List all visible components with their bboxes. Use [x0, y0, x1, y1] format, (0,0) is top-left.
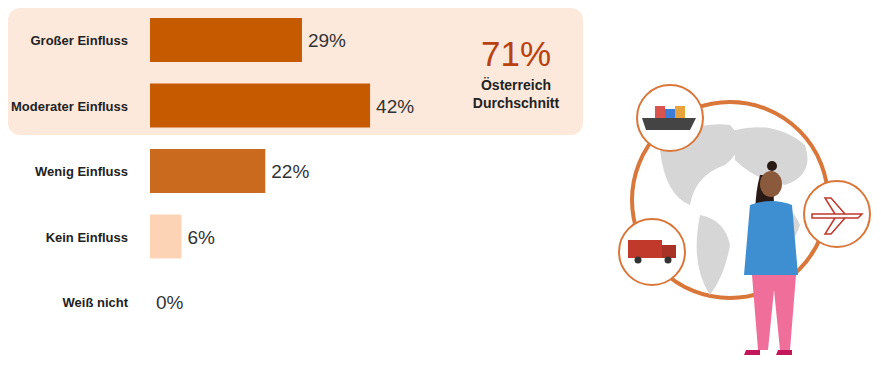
- head: [760, 171, 782, 197]
- category-label: Wenig Einfluss: [35, 164, 128, 179]
- icon-badge: [637, 85, 703, 151]
- annotation-value: 71%: [481, 34, 551, 73]
- wheel: [635, 257, 642, 264]
- category-label: Kein Einfluss: [46, 230, 128, 245]
- continent: [697, 215, 730, 295]
- hair-bun: [767, 161, 777, 171]
- jacket: [744, 201, 798, 275]
- truck-cab: [662, 245, 676, 258]
- illustration: [619, 85, 870, 355]
- data-label: 6%: [187, 227, 215, 248]
- plane: [812, 198, 862, 234]
- bars: [150, 18, 370, 259]
- trousers: [752, 275, 796, 350]
- container: [655, 106, 665, 118]
- annotation-text: Durchschnitt: [473, 95, 560, 111]
- highlight-band: [8, 8, 583, 135]
- container: [665, 109, 675, 118]
- bar: [150, 280, 151, 324]
- data-label: 22%: [271, 161, 309, 182]
- container: [675, 106, 685, 118]
- annotation-text: Österreich: [481, 77, 551, 93]
- chart-container: Großer Einfluss 29% Moderater Einfluss 42% W…: [0, 0, 881, 372]
- data-label: 29%: [308, 30, 346, 51]
- category-label: Weiß nicht: [63, 295, 129, 310]
- data-label: 0%: [156, 292, 184, 313]
- chart-svg: Großer Einfluss 29% Moderater Einfluss 42% W…: [0, 0, 881, 372]
- data-label: 42%: [376, 96, 414, 117]
- icon-badge: [804, 181, 870, 247]
- bar: [150, 18, 302, 62]
- labels: Großer Einfluss 29% Moderater Einfluss 42% W…: [11, 30, 560, 313]
- category-label: Moderater Einfluss: [11, 99, 128, 114]
- bar: [150, 215, 181, 259]
- icon-badge: [619, 219, 685, 285]
- wheel: [665, 257, 672, 264]
- shoes: [744, 350, 792, 355]
- category-label: Großer Einfluss: [30, 33, 128, 48]
- bar: [150, 149, 265, 193]
- bar: [150, 84, 370, 128]
- ship-hull: [642, 118, 696, 130]
- truck-box: [628, 240, 662, 258]
